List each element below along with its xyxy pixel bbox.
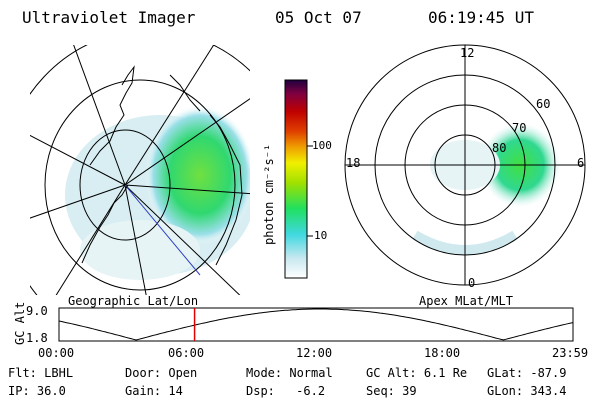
mlat-label-80: 80	[492, 141, 507, 155]
mlt-label-0: 0	[468, 276, 476, 290]
track-xtick-0600: 06:00	[168, 346, 205, 360]
instrument-title: Ultraviolet Imager	[22, 8, 196, 27]
track-ylabel: GC Alt	[13, 301, 27, 345]
mlt-label-6: 6	[577, 156, 585, 170]
geographic-label: Geographic Lat/Lon	[68, 294, 199, 308]
polar-mlt-plot	[344, 44, 586, 286]
info-flt: Flt: LBHL	[8, 366, 74, 380]
mlt-label-12: 12	[460, 46, 475, 60]
info-glat: GLat: -87.9	[487, 366, 567, 380]
info-gc-alt: GC Alt: 6.1 Re	[366, 366, 468, 380]
track-xtick-1800: 18:00	[424, 346, 461, 360]
track-xtick-1200: 12:00	[296, 346, 333, 360]
mlat-label-60: 60	[536, 97, 551, 111]
colorbar	[284, 79, 313, 279]
track-xtick-0000: 00:00	[38, 346, 75, 360]
geographic-grid	[30, 45, 250, 295]
altitude-curve	[58, 308, 574, 341]
mlt-label-18: 18	[346, 156, 361, 170]
track-ytick-max: 9.0	[26, 304, 48, 318]
observation-date: 05 Oct 07	[275, 8, 362, 27]
track-ytick-min: 1.8	[26, 331, 48, 345]
observation-time: 06:19:45 UT	[428, 8, 534, 27]
mlat-label-70: 70	[512, 121, 527, 135]
geographic-image	[30, 45, 250, 295]
info-ip: IP: 36.0	[8, 384, 66, 398]
info-glon: GLon: 343.4	[487, 384, 567, 398]
info-gain: Gain: 14	[125, 384, 183, 398]
apex-label: Apex MLat/MLT	[419, 294, 513, 308]
altitude-track	[58, 307, 574, 342]
colorbar-tick-10: 10	[314, 229, 328, 242]
info-seq: Seq: 39	[366, 384, 417, 398]
colorbar-unit-label: photon cm⁻²s⁻¹	[262, 143, 276, 245]
track-xtick-2359: 23:59	[552, 346, 589, 360]
info-door: Door: Open	[125, 366, 198, 380]
colorbar-tick-100: 100	[312, 139, 332, 152]
info-mode: Mode: Normal	[246, 366, 333, 380]
info-dsp: Dsp: -6.2	[246, 384, 326, 398]
